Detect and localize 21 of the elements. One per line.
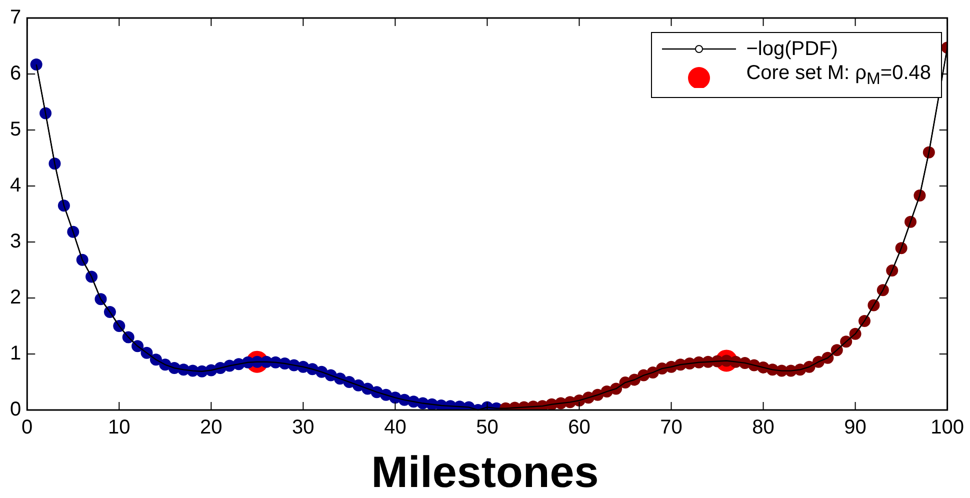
x-tick-label: 50 xyxy=(476,416,498,439)
x-tick-label: 90 xyxy=(844,416,866,439)
x-tick-label: 20 xyxy=(200,416,222,439)
x-tick-label: 100 xyxy=(930,416,964,439)
x-tick-label: 10 xyxy=(108,416,130,439)
y-tick-label: 7 xyxy=(10,6,22,29)
x-tick-label: 60 xyxy=(568,416,590,439)
y-tick-label: 4 xyxy=(10,174,22,197)
y-tick-label: 3 xyxy=(10,230,22,253)
x-tick-label: 40 xyxy=(384,416,406,439)
y-tick-label: 0 xyxy=(10,398,22,421)
y-tick-label: 5 xyxy=(10,118,22,141)
legend-label: −log(PDF) xyxy=(746,37,838,61)
x-tick-label: 80 xyxy=(752,416,774,439)
x-axis-title: Milestones xyxy=(370,448,600,498)
x-tick-label: 30 xyxy=(292,416,314,439)
legend-label: Core set M: ρ$_{M}$=0.48 xyxy=(746,61,931,90)
y-tick-label: 2 xyxy=(10,286,22,309)
x-tick-label: 70 xyxy=(660,416,682,439)
y-tick-label: 6 xyxy=(10,62,22,85)
y-tick-label: 1 xyxy=(10,342,22,365)
